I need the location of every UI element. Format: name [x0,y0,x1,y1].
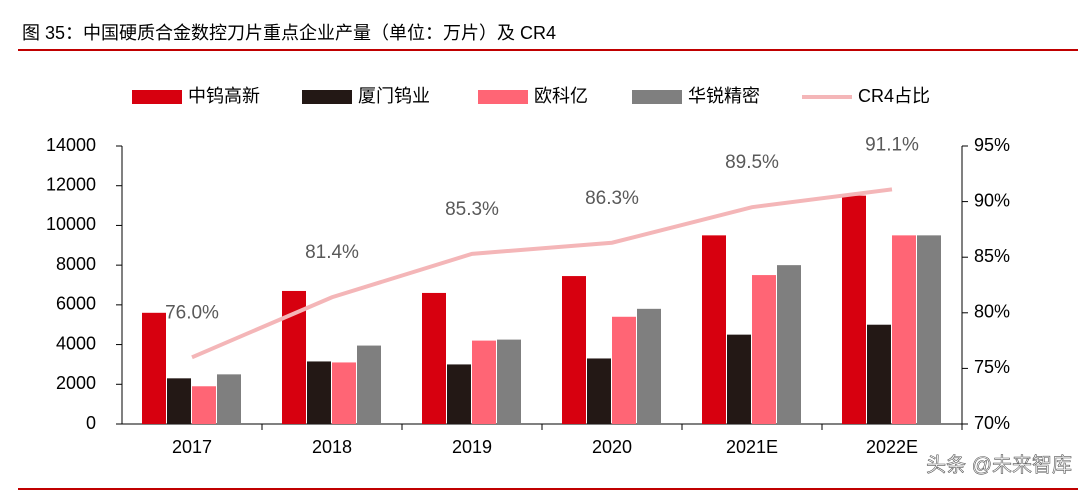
bar [307,361,331,424]
bar [892,235,916,424]
line [191,187,893,360]
y2-tick-label: 70% [974,413,1010,433]
y2-tick-label: 75% [974,357,1010,377]
legend-swatch [478,90,528,104]
x-tick-label: 2020 [592,437,632,457]
bar [637,308,661,424]
legend-label: 中钨高新 [188,86,260,106]
y-tick-label: 12000 [46,174,96,194]
value-label: 81.4% [305,242,359,263]
value-label: 89.5% [725,152,779,173]
legend-label: 厦门钨业 [358,86,430,106]
bar [702,235,726,424]
x-tick-label: 2018 [312,437,352,457]
y-tick-label: 14000 [46,135,96,155]
bar [917,235,941,424]
legend-label: 欧科亿 [534,86,588,106]
x-tick-label: 2017 [172,437,212,457]
bar [472,340,496,424]
y2-tick-label: 85% [974,246,1010,266]
y-tick-label: 8000 [56,254,96,274]
x-tick-label: 2021E [726,437,778,457]
watermark: 头条 @未来智库 [926,453,1072,476]
legend-label: 华锐精密 [688,86,760,106]
bar [447,364,471,424]
y2-tick-label: 90% [974,190,1010,210]
bar [777,265,801,424]
value-label: 91.1% [865,134,919,155]
y-tick-label: 0 [86,413,96,433]
x-tick-label: 2019 [452,437,492,457]
bar [142,312,166,424]
bar [357,345,381,424]
bar [167,378,191,424]
legend-swatch [632,90,682,104]
y2-tick-label: 95% [974,135,1010,155]
bar [727,334,751,424]
x-tick-label: 2022E [866,437,918,457]
legend-swatch [302,90,352,104]
value-label: 86.3% [585,188,639,209]
bar [217,374,241,424]
legend-label: CR4占比 [858,86,930,106]
bar [332,362,356,424]
bar [612,316,636,424]
y-tick-label: 6000 [56,294,96,314]
bar [562,276,586,424]
y2-tick-label: 80% [974,302,1010,322]
y-tick-label: 2000 [56,373,96,393]
chart-title: 图 35：中国硬质合金数控刀片重点企业产量（单位：万片）及 CR4 [22,23,556,43]
y-tick-label: 10000 [46,214,96,234]
bar [192,386,216,424]
bar [752,275,776,424]
bar [422,292,446,424]
bar [842,195,866,424]
legend-swatch [132,90,182,104]
bar [587,358,611,424]
value-label: 76.0% [165,302,219,323]
y-tick-label: 4000 [56,333,96,353]
bar [497,339,521,424]
bar [867,324,891,424]
value-label: 85.3% [445,199,499,220]
